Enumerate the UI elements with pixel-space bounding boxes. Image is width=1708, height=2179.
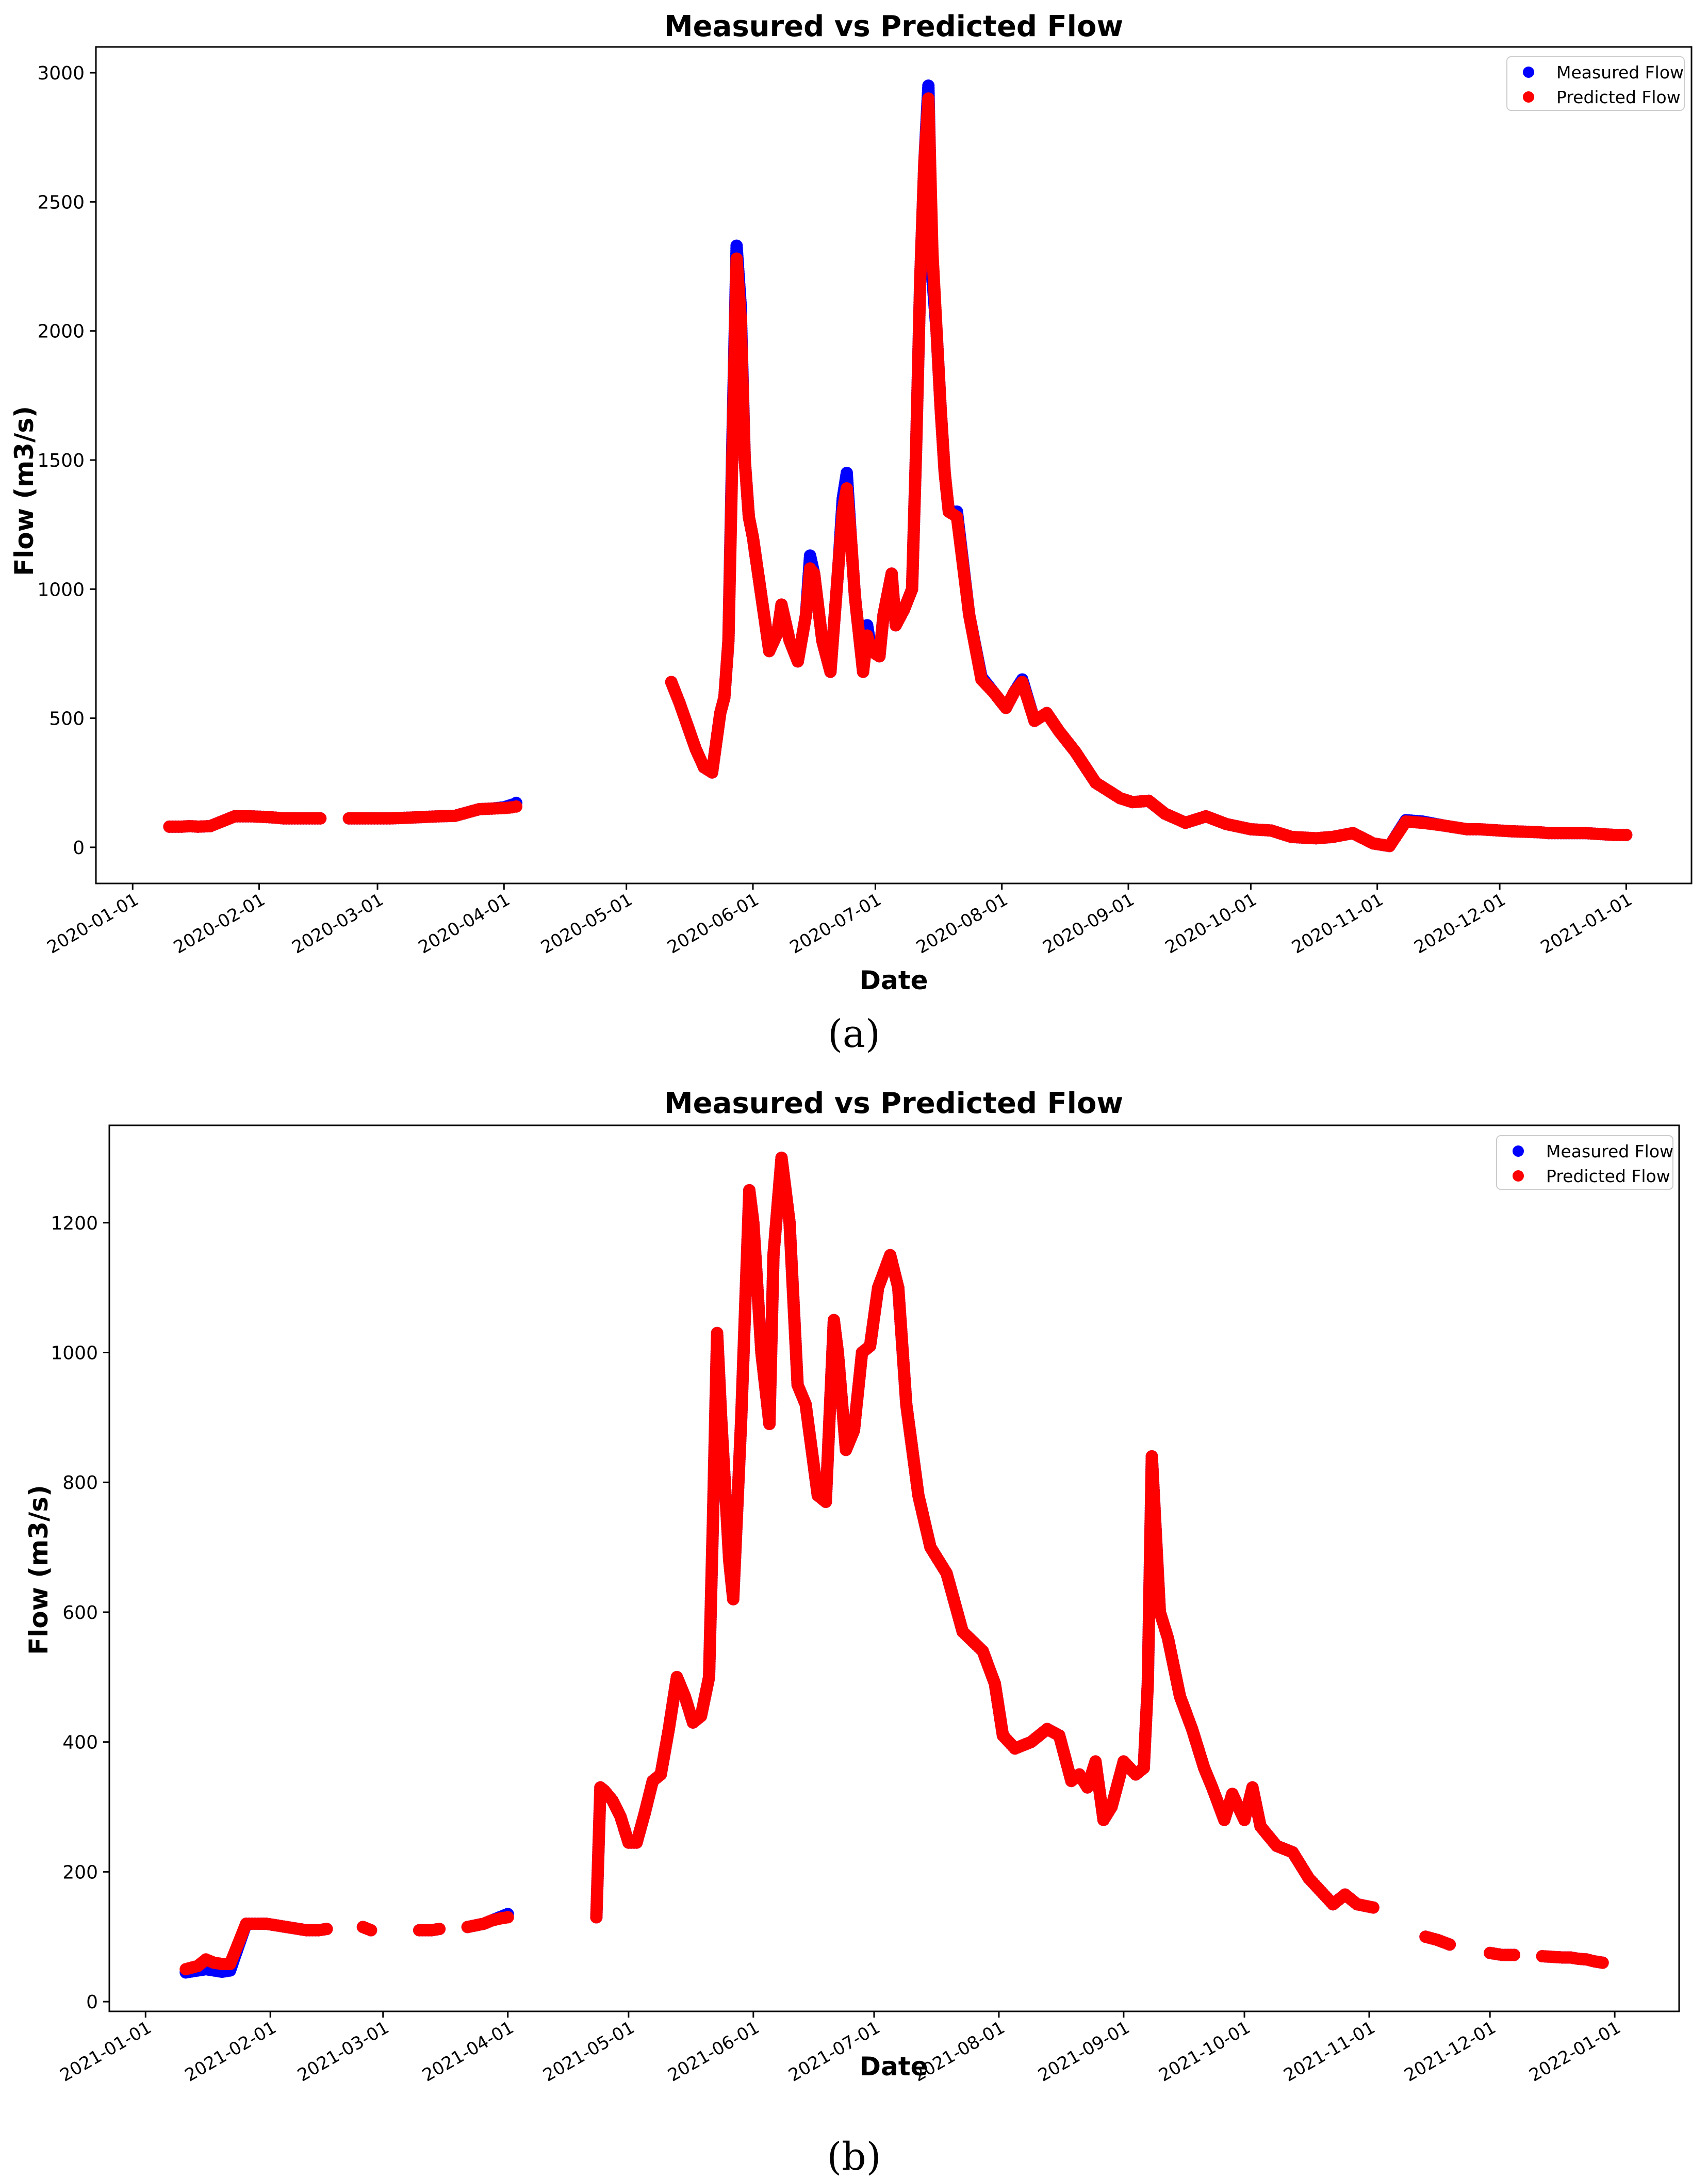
x-tick-label: 2021-05-01: [539, 2017, 638, 2086]
y-axis-label: Flow (m3/s): [24, 1485, 54, 1655]
y-tick-label: 2500: [37, 192, 85, 213]
x-tick-label: 2021-01-01: [1537, 889, 1636, 958]
x-tick-label: 2021-01-01: [57, 2017, 155, 2086]
x-tick-label: 2020-08-01: [913, 889, 1011, 958]
y-tick-label: 3000: [37, 63, 85, 84]
figure-a: Measured vs Predicted Flow Date Flow (m3…: [0, 0, 1708, 1078]
y-axis-label: Flow (m3/s): [9, 406, 39, 576]
x-tick-label: 2021-12-01: [1401, 2017, 1500, 2086]
x-tick-label: 2020-06-01: [664, 889, 762, 958]
x-tick-label: 2020-09-01: [1039, 889, 1138, 958]
figure-b: Measured vs Predicted Flow Date Flow (m3…: [0, 1078, 1708, 2156]
x-tick-label: 2022-01-01: [1525, 2017, 1624, 2086]
chart-title: Measured vs Predicted Flow: [664, 1087, 1123, 1120]
panel-label-a: (a): [0, 1012, 1708, 1056]
legend-label: Predicted Flow: [1556, 87, 1681, 107]
chart-b-svg: Measured vs Predicted Flow Date Flow (m3…: [0, 1078, 1708, 2156]
y-tick-label: 1000: [37, 579, 85, 600]
y-tick-label: 0: [86, 1992, 98, 2013]
y-tick-label: 1200: [51, 1213, 98, 1234]
x-tick-label: 2020-03-01: [288, 889, 387, 958]
data-point: [510, 800, 522, 813]
x-tick-label: 2020-01-01: [44, 889, 142, 958]
y-tick-label: 800: [62, 1472, 98, 1494]
x-tick-label: 2020-07-01: [786, 889, 885, 958]
series-predicted-flow: [163, 92, 1632, 852]
data-point: [1620, 829, 1632, 841]
legend-label: Measured Flow: [1556, 62, 1684, 83]
x-tick-label: 2021-03-01: [294, 2017, 392, 2086]
series-measured-flow: [163, 79, 1632, 852]
x-tick-label: 2021-06-01: [664, 2017, 763, 2086]
x-tick-label: 2020-05-01: [537, 889, 636, 958]
y-tick-label: 200: [62, 1862, 98, 1883]
x-tick-label: 2020-12-01: [1410, 889, 1509, 958]
plot-frame: [96, 47, 1691, 883]
chart-title: Measured vs Predicted Flow: [664, 10, 1123, 43]
x-tick-label: 2021-10-01: [1155, 2017, 1254, 2086]
y-tick-label: 0: [73, 838, 85, 859]
legend-marker: [1523, 67, 1534, 78]
y-tick-label: 400: [62, 1732, 98, 1754]
x-tick-label: 2021-04-01: [419, 2017, 517, 2086]
x-tick-label: 2021-02-01: [182, 2017, 280, 2086]
x-tick-label: 2021-09-01: [1034, 2017, 1133, 2086]
y-tick-label: 2000: [37, 321, 85, 342]
y-tick-label: 600: [62, 1602, 98, 1624]
data-point: [314, 812, 326, 825]
y-tick-label: 1500: [37, 450, 85, 471]
y-tick-label: 500: [49, 709, 85, 730]
x-tick-label: 2020-10-01: [1162, 889, 1260, 958]
x-axis-label: Date: [859, 965, 928, 995]
legend-marker: [1523, 91, 1534, 103]
x-tick-label: 2020-11-01: [1288, 889, 1387, 958]
chart-a-svg: Measured vs Predicted Flow Date Flow (m3…: [0, 0, 1708, 1078]
x-tick-label: 2020-02-01: [170, 889, 269, 958]
y-tick-label: 1000: [51, 1343, 98, 1364]
x-tick-label: 2020-04-01: [415, 889, 514, 958]
x-tick-label: 2021-11-01: [1280, 2017, 1378, 2086]
